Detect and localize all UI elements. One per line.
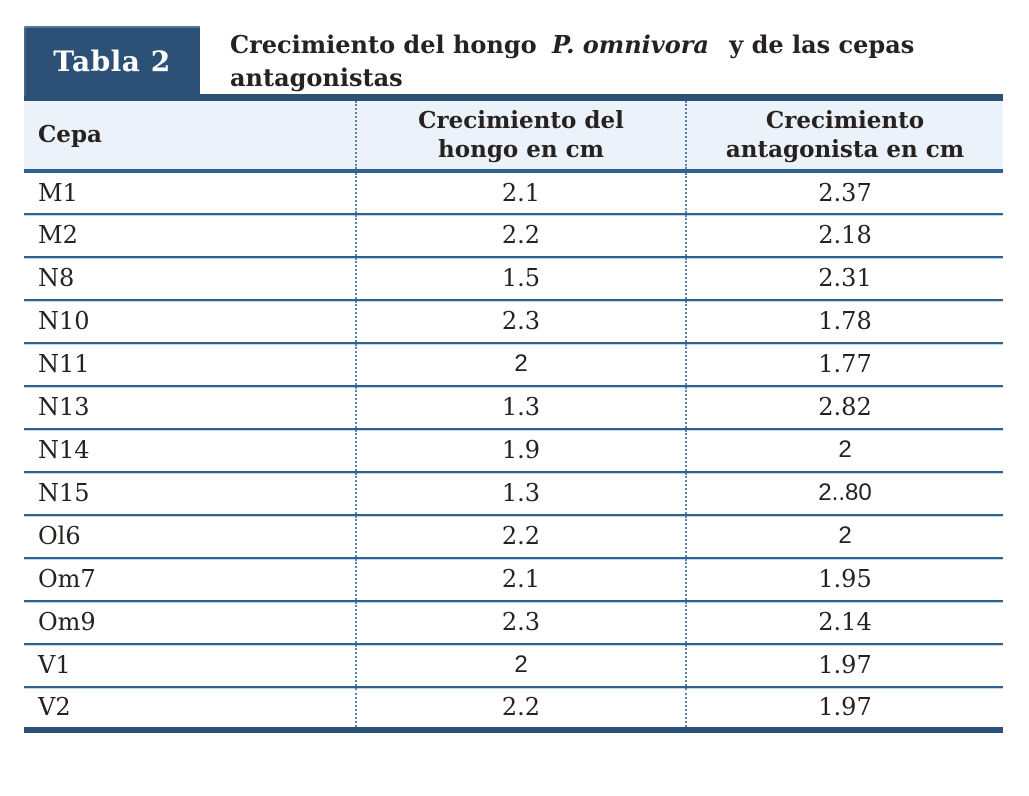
cell-crecimiento-antagonista: 2.37 — [685, 170, 1003, 214]
cell-crecimiento-hongo: 2.3 — [355, 599, 686, 644]
table-header: Cepa Crecimiento del hongo en cm Crecimi… — [24, 97, 1003, 173]
cell-crecimiento-antagonista: 2.31 — [685, 255, 1003, 300]
table-row: M1 2.1 2.37 — [24, 170, 1003, 214]
header-cepa: Cepa — [24, 97, 356, 173]
header-crecimiento-hongo: Crecimiento del hongo en cm — [355, 97, 686, 173]
cell-cepa: N13 — [24, 384, 356, 429]
header-row: Cepa Crecimiento del hongo en cm Crecimi… — [24, 97, 1003, 173]
table-row: N10 2.3 1.78 — [24, 298, 1003, 343]
cell-crecimiento-antagonista: 2.14 — [685, 599, 1003, 644]
cell-crecimiento-antagonista: 1.77 — [685, 341, 1003, 386]
cell-crecimiento-hongo: 2.1 — [355, 170, 686, 214]
cell-crecimiento-antagonista: 1.97 — [685, 685, 1003, 730]
cell-crecimiento-antagonista: 2 — [685, 427, 1003, 472]
cell-cepa: Om7 — [24, 556, 356, 601]
table-row: N15 1.3 2..80 — [24, 470, 1003, 515]
title-text-prefix: Crecimiento del hongo — [230, 30, 537, 59]
table-row: N13 1.3 2.82 — [24, 384, 1003, 429]
cell-cepa: M2 — [24, 212, 356, 257]
cell-crecimiento-hongo: 2 — [355, 642, 686, 687]
cell-crecimiento-hongo: 2 — [355, 341, 686, 386]
table-body: M1 2.1 2.37 M2 2.2 2.18 N8 1.5 2.31 N10 … — [24, 170, 1003, 730]
table-number-label: Tabla 2 — [53, 44, 171, 78]
table-number-badge: Tabla 2 — [24, 26, 200, 96]
cell-cepa: V2 — [24, 685, 356, 730]
data-table: Cepa Crecimiento del hongo en cm Crecimi… — [24, 94, 1003, 733]
header-crecimiento-antagonista: Crecimiento antagonista en cm — [685, 97, 1003, 173]
cell-crecimiento-hongo: 2.1 — [355, 556, 686, 601]
table-row: Ol6 2.2 2 — [24, 513, 1003, 558]
cell-cepa: V1 — [24, 642, 356, 687]
cell-cepa: Ol6 — [24, 513, 356, 558]
table-row: N8 1.5 2.31 — [24, 255, 1003, 300]
page: Tabla 2 Crecimiento del hongo P. omnivor… — [24, 26, 1003, 733]
cell-crecimiento-antagonista: 2 — [685, 513, 1003, 558]
cell-cepa: N11 — [24, 341, 356, 386]
cell-crecimiento-hongo: 1.9 — [355, 427, 686, 472]
table-row: Om9 2.3 2.14 — [24, 599, 1003, 644]
cell-cepa: M1 — [24, 170, 356, 214]
cell-crecimiento-hongo: 2.2 — [355, 513, 686, 558]
title-text-line2: antagonistas — [230, 63, 403, 92]
cell-crecimiento-hongo: 1.3 — [355, 470, 686, 515]
cell-cepa: N10 — [24, 298, 356, 343]
title-species-italic: P. omnivora — [552, 30, 709, 59]
cell-cepa: N14 — [24, 427, 356, 472]
cell-crecimiento-antagonista: 2.82 — [685, 384, 1003, 429]
cell-crecimiento-antagonista: 1.97 — [685, 642, 1003, 687]
cell-crecimiento-antagonista: 1.95 — [685, 556, 1003, 601]
cell-crecimiento-hongo: 2.3 — [355, 298, 686, 343]
cell-crecimiento-antagonista: 2..80 — [685, 470, 1003, 515]
table-title: Crecimiento del hongo P. omnivora y de l… — [230, 26, 914, 94]
table-row: N14 1.9 2 — [24, 427, 1003, 472]
cell-crecimiento-antagonista: 1.78 — [685, 298, 1003, 343]
header-line: antagonista en cm — [725, 135, 965, 163]
cell-cepa: N8 — [24, 255, 356, 300]
title-text-suffix: y de las cepas — [729, 30, 915, 59]
cell-crecimiento-hongo: 2.2 — [355, 685, 686, 730]
cell-crecimiento-hongo: 2.2 — [355, 212, 686, 257]
table-row: Om7 2.1 1.95 — [24, 556, 1003, 601]
table-row: V1 2 1.97 — [24, 642, 1003, 687]
cell-cepa: Om9 — [24, 599, 356, 644]
cell-crecimiento-hongo: 1.5 — [355, 255, 686, 300]
table-row: N11 2 1.77 — [24, 341, 1003, 386]
cell-crecimiento-antagonista: 2.18 — [685, 212, 1003, 257]
table-caption-bar: Tabla 2 Crecimiento del hongo P. omnivor… — [24, 26, 1003, 96]
table-row: V2 2.2 1.97 — [24, 685, 1003, 730]
header-line: Crecimiento del — [418, 106, 624, 134]
header-line: Crecimiento — [765, 106, 925, 134]
cell-cepa: N15 — [24, 470, 356, 515]
table-row: M2 2.2 2.18 — [24, 212, 1003, 257]
cell-crecimiento-hongo: 1.3 — [355, 384, 686, 429]
header-line: hongo en cm — [438, 135, 604, 163]
